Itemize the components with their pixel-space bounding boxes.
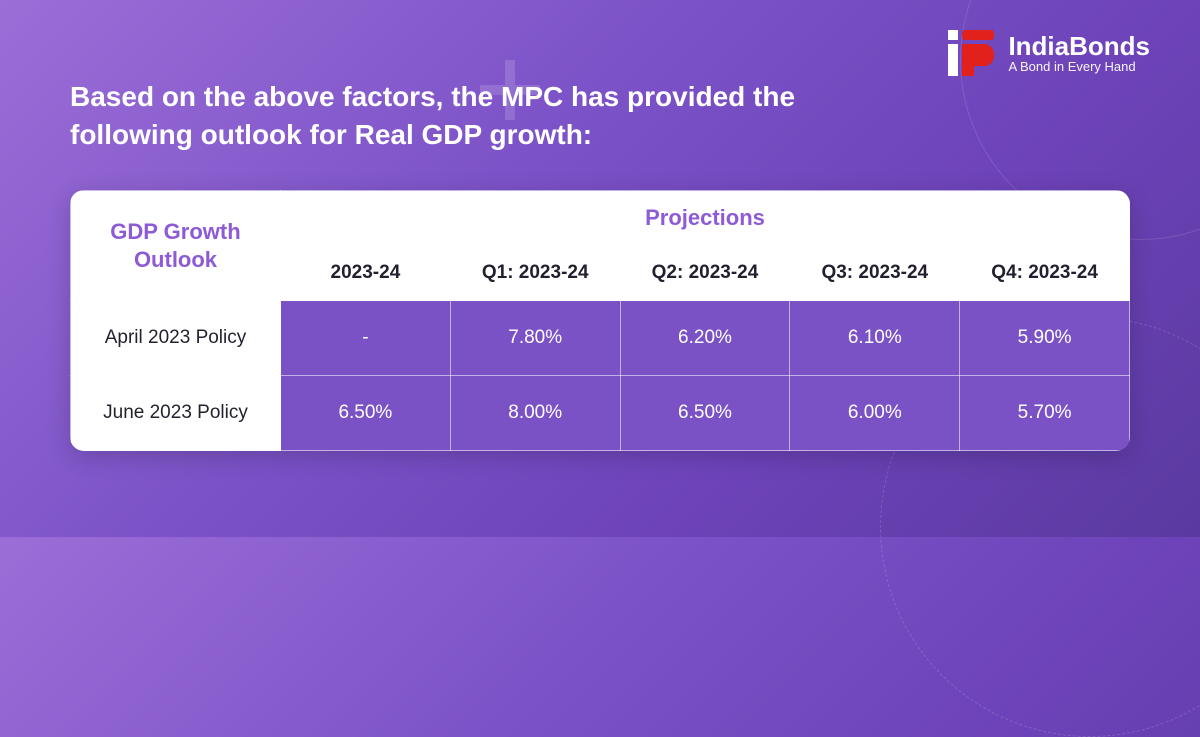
brand-block: IndiaBonds A Bond in Every Hand [948,30,1150,76]
table-row: June 2023 Policy 6.50% 8.00% 6.50% 6.00%… [71,376,1130,451]
row-value: 5.70% [960,376,1130,451]
row-label: April 2023 Policy [71,301,281,376]
gdp-outlook-table: GDP Growth Outlook Projections 2023-24 Q… [70,190,1130,451]
table-row: April 2023 Policy - 7.80% 6.20% 6.10% 5.… [71,301,1130,376]
row-value: 6.50% [620,376,790,451]
row-label: June 2023 Policy [71,376,281,451]
row-value: 8.00% [450,376,620,451]
table-col-header: Q2: 2023-24 [620,246,790,301]
page-heading: Based on the above factors, the MPC has … [70,78,830,154]
row-value: 7.80% [450,301,620,376]
row-value: 6.10% [790,301,960,376]
indiabonds-logo-icon [948,30,994,76]
row-value: 6.00% [790,376,960,451]
row-value: 5.90% [960,301,1130,376]
brand-tagline: A Bond in Every Hand [1008,60,1150,74]
brand-text: IndiaBonds A Bond in Every Hand [1008,32,1150,75]
row-value: 6.20% [620,301,790,376]
table-col-header: Q3: 2023-24 [790,246,960,301]
table-col-header: Q1: 2023-24 [450,246,620,301]
table-col-header: 2023-24 [281,246,451,301]
table-stub-header: GDP Growth Outlook [71,191,281,301]
brand-title: IndiaBonds [1008,32,1150,61]
table-col-header: Q4: 2023-24 [960,246,1130,301]
row-value: 6.50% [281,376,451,451]
table-projections-header: Projections [281,191,1130,246]
row-value: - [281,301,451,376]
